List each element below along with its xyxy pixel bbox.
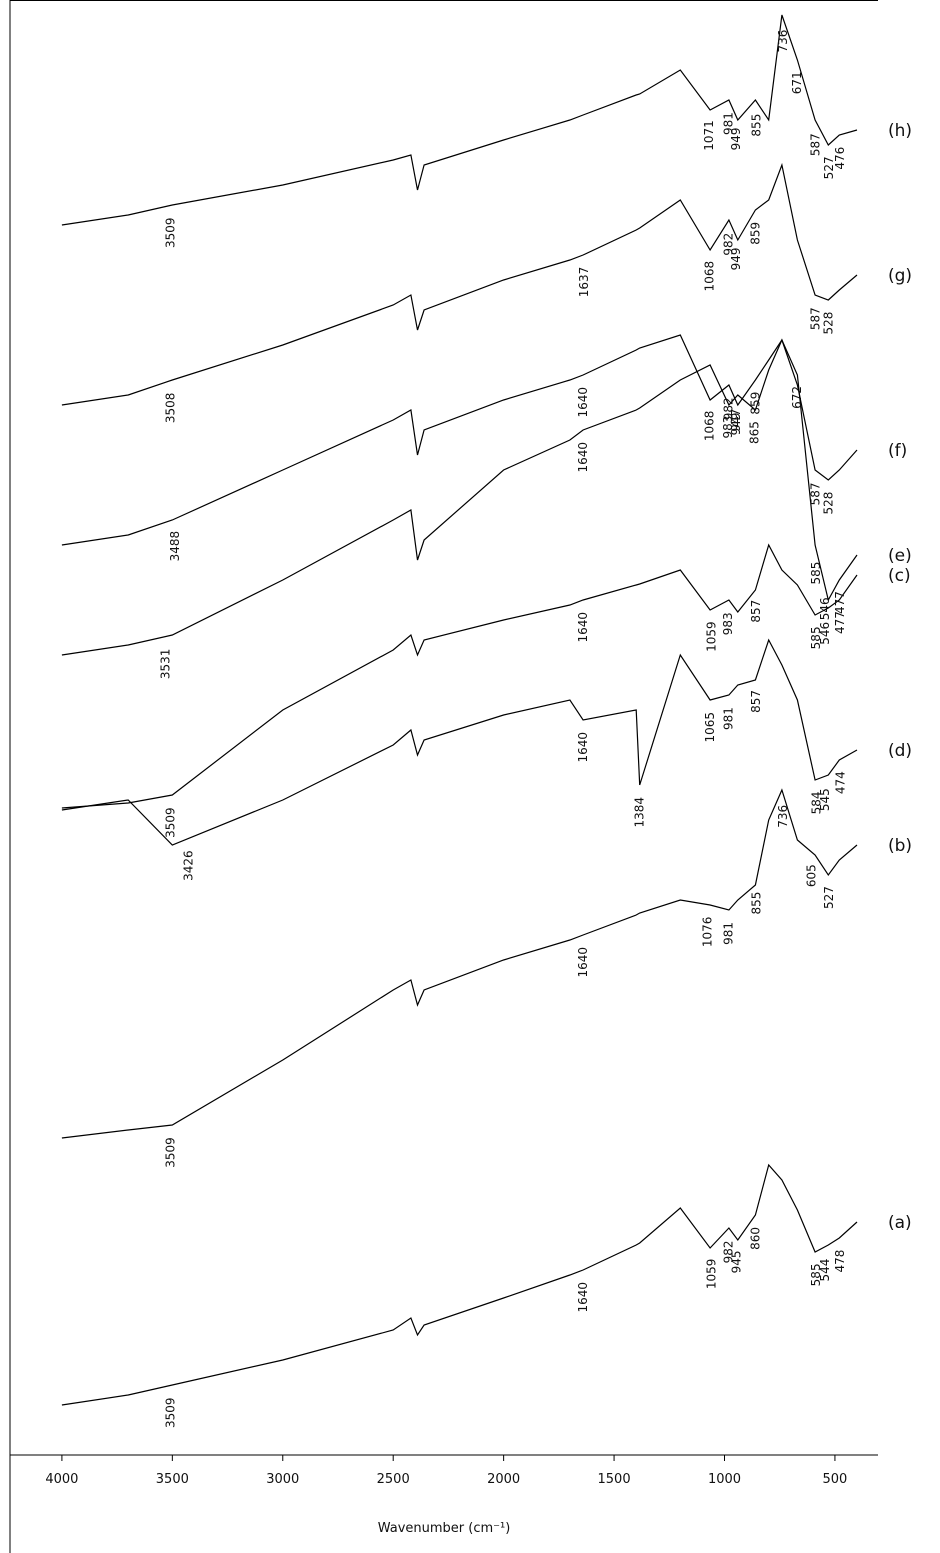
peak-label: 865 (747, 421, 761, 444)
peak-label: 474 (834, 771, 848, 794)
peak-label: 855 (750, 892, 764, 915)
peak-label: 528 (822, 492, 836, 515)
x-tick-label: 3500 (156, 1472, 189, 1487)
peak-label: 528 (822, 312, 836, 335)
peak-label: 982 (721, 233, 735, 256)
series-label: (b) (888, 836, 912, 856)
peak-label: 1640 (576, 612, 590, 643)
peak-label: 477 (833, 591, 847, 614)
peak-label: 1065 (703, 712, 717, 743)
peak-label: 949 (729, 248, 743, 271)
peak-label: 1059 (704, 1259, 718, 1290)
peak-label: 3509 (163, 1397, 177, 1428)
peak-label: 546 (818, 622, 832, 645)
spectrum-line (61, 14, 858, 226)
peak-label: 544 (818, 1259, 832, 1282)
peak-label: 584 (809, 792, 823, 815)
peak-label: 671 (790, 71, 804, 94)
x-tick-label: 500 (823, 1472, 848, 1487)
spectrum-line (61, 788, 858, 1139)
peak-label: 477 (833, 611, 847, 634)
peak-label: 982 (721, 397, 735, 420)
peak-label: 945 (730, 1251, 744, 1274)
spectrum-line (61, 1163, 858, 1406)
peak-label: 587 (809, 133, 823, 156)
peak-label: 981 (722, 707, 736, 730)
peak-label: 859 (749, 392, 763, 415)
peak-label: 1640 (576, 442, 590, 473)
spectrum-line (61, 638, 858, 846)
peak-label: 672 (790, 386, 804, 409)
peak-label: 585 (809, 626, 823, 649)
peak-label: 3509 (163, 217, 177, 248)
peak-label: 545 (818, 788, 832, 811)
peak-label: 476 (833, 147, 847, 170)
peak-label: 1068 (702, 411, 716, 442)
peak-label: 585 (809, 1263, 823, 1286)
x-tick-label: 3000 (266, 1472, 299, 1487)
peak-label: 855 (750, 114, 764, 137)
peak-label: 3508 (164, 393, 178, 424)
peak-label: 982 (721, 1240, 735, 1263)
peak-label: 1384 (633, 797, 647, 828)
x-axis-title: Wavenumber (cm⁻¹) (378, 1521, 511, 1536)
series-label: (c) (888, 566, 911, 586)
peak-label: 857 (749, 600, 763, 623)
peak-label: 983 (721, 416, 735, 439)
peak-label: 605 (805, 864, 819, 887)
peak-label: 1640 (576, 732, 590, 763)
x-tick-label: 2500 (377, 1472, 410, 1487)
peak-label: 1071 (702, 120, 716, 151)
peak-label: 857 (749, 690, 763, 713)
spectrum-line (61, 543, 858, 809)
series-label: (a) (888, 1213, 912, 1233)
peak-label: 860 (748, 1227, 762, 1250)
series-label: (g) (888, 266, 912, 286)
peak-label: 1059 (704, 621, 718, 652)
peak-label: 527 (822, 156, 836, 179)
peak-label: 1640 (576, 387, 590, 418)
spectrum-line (61, 334, 858, 546)
series-label: (f) (888, 441, 907, 461)
peak-label: 3426 (182, 850, 196, 881)
peak-label: 3531 (158, 649, 172, 680)
peak-label: 981 (722, 922, 736, 945)
series-label: (d) (888, 741, 912, 761)
peak-label: 587 (809, 483, 823, 506)
peak-label: 949 (729, 413, 743, 436)
x-tick-label: 2000 (487, 1472, 520, 1487)
peak-label: 1640 (576, 947, 590, 978)
peak-label: 947 (729, 409, 743, 432)
peak-label: 3509 (163, 807, 177, 838)
peak-label: 981 (722, 112, 736, 135)
peak-label: 587 (809, 307, 823, 330)
peak-label: 546 (818, 597, 832, 620)
peak-label: 478 (833, 1250, 847, 1273)
series-label: (h) (888, 121, 912, 141)
series-label: (e) (888, 546, 912, 566)
peak-label: 1076 (701, 917, 715, 948)
peak-label: 859 (749, 222, 763, 245)
peak-label: 527 (822, 886, 836, 909)
peak-label: 3488 (168, 531, 182, 562)
peak-label: 1637 (577, 267, 591, 298)
peak-label: 983 (721, 612, 735, 635)
peak-label: 1068 (702, 261, 716, 292)
spectrum-line (61, 162, 858, 406)
peak-label: 3509 (163, 1137, 177, 1168)
peak-label: 736 (776, 30, 790, 53)
peak-label: 736 (776, 805, 790, 828)
x-tick-label: 4000 (45, 1472, 78, 1487)
x-tick-label: 1500 (598, 1472, 631, 1487)
peak-label: 949 (729, 128, 743, 151)
peak-label: 1640 (576, 1282, 590, 1313)
peak-label: 585 (809, 562, 823, 585)
spectrum-line (61, 338, 858, 656)
x-tick-label: 1000 (708, 1472, 741, 1487)
